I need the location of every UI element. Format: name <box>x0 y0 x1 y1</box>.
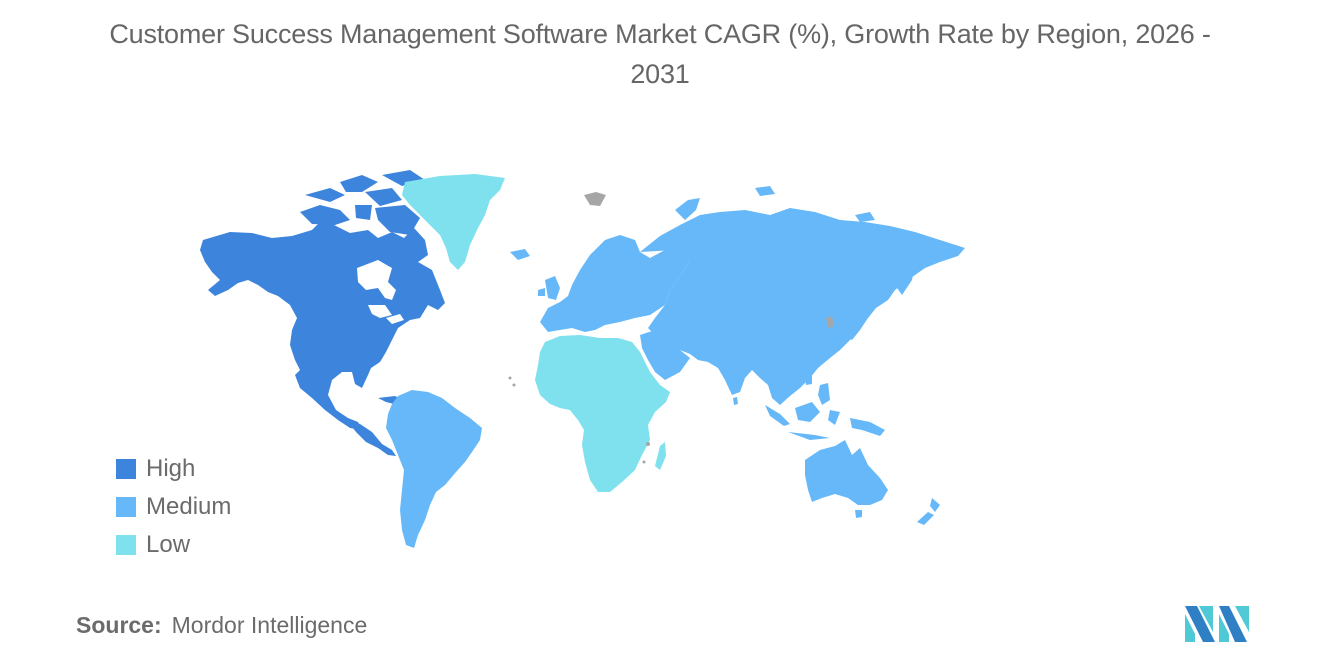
region-asia-pacific <box>640 186 965 440</box>
legend-item-medium: Medium <box>116 488 231 526</box>
legend-item-high: High <box>116 450 231 488</box>
region-oceania <box>805 440 940 525</box>
legend: High Medium Low <box>116 450 231 564</box>
source-value: Mordor Intelligence <box>171 612 368 638</box>
region-no-data <box>508 192 834 464</box>
region-africa <box>535 335 670 492</box>
source-key: Source: <box>76 612 162 638</box>
legend-label-low: Low <box>146 531 191 558</box>
source-attribution: Source: Mordor Intelligence <box>76 612 367 639</box>
legend-label-medium: Medium <box>146 493 232 520</box>
legend-item-low: Low <box>116 526 231 564</box>
chart-title-line-2: 2031 <box>630 59 690 89</box>
mordor-intelligence-logo-icon <box>1185 606 1249 642</box>
chart-title-line-1: Customer Success Management Software Mar… <box>109 19 1211 49</box>
legend-swatch-low <box>116 535 136 555</box>
region-greenland <box>402 174 505 270</box>
water-features <box>357 260 404 324</box>
region-europe <box>510 235 690 332</box>
region-south-america <box>386 390 482 548</box>
chart-title: Customer Success Management Software Mar… <box>0 14 1320 94</box>
legend-swatch-medium <box>116 497 136 517</box>
legend-label-high: High <box>146 455 196 482</box>
legend-swatch-high <box>116 459 136 479</box>
